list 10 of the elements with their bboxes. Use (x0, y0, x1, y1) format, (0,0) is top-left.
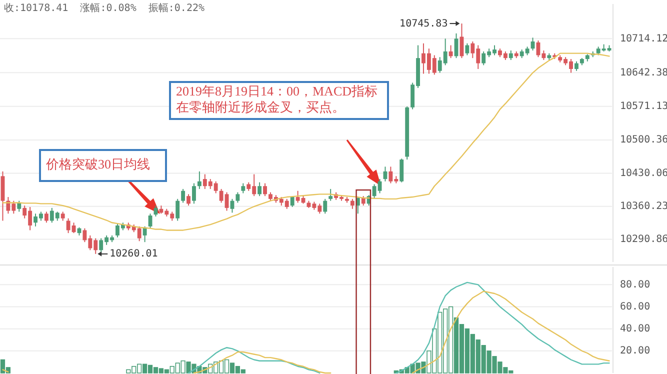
annotation: 2019年8月19日14：00，MACD指标在零轴附近形成金叉，买点。 (176, 83, 378, 114)
y-tick-label: 80.00 (620, 279, 650, 290)
y-tick-label: 10714.12 (620, 33, 667, 44)
annotation: 价格突破30日均线 (45, 156, 150, 172)
annotation: 10745.83 (400, 18, 448, 30)
y-tick-label: 60.00 (620, 301, 650, 312)
annotation: 10260.01 (110, 248, 158, 260)
annotation: 收:10178.41 涨幅:0.08% 振幅:0.22% (4, 2, 205, 14)
y-tick-label: 40.00 (620, 324, 650, 335)
y-tick-label: 20.00 (620, 346, 650, 357)
